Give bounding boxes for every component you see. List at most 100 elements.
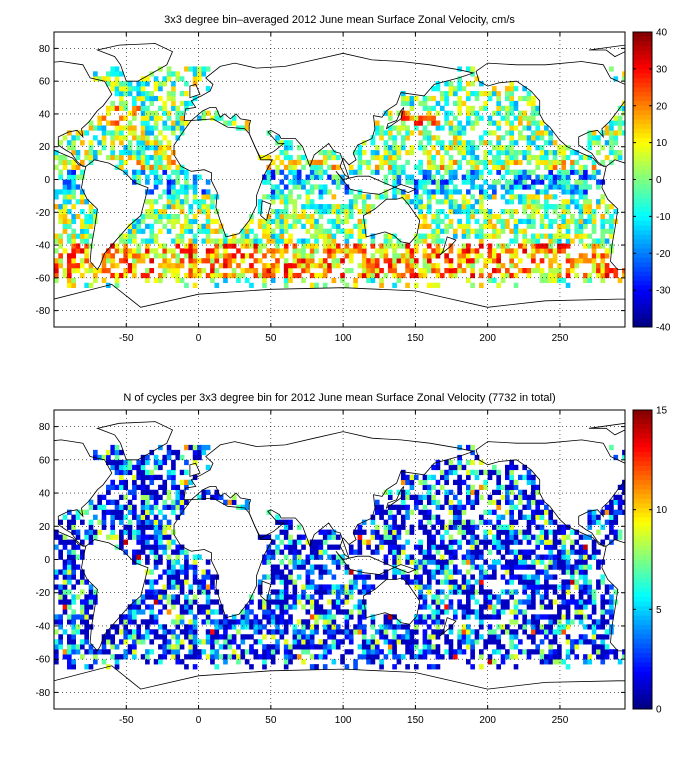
bin-cell <box>301 639 306 644</box>
bin-cell <box>301 209 306 214</box>
bin-cell <box>527 495 532 500</box>
bin-cell <box>527 540 532 545</box>
bin-cell <box>58 639 63 644</box>
bin-cell <box>132 116 137 121</box>
bin-cell <box>501 184 506 189</box>
bin-cell <box>175 550 180 555</box>
bin-cell <box>284 659 289 664</box>
bin-cell <box>509 258 514 263</box>
bin-cell <box>596 530 601 535</box>
bin-cell <box>67 614 72 619</box>
bin-cell <box>206 194 211 199</box>
bin-cell <box>600 229 605 234</box>
bin-cell <box>284 175 289 180</box>
bin-cell <box>132 268 137 273</box>
bin-cell <box>518 130 523 135</box>
bin-cell <box>132 495 137 500</box>
bin-cell <box>119 510 124 515</box>
bin-cell <box>171 634 176 639</box>
bin-cell <box>505 248 510 253</box>
bin-cell <box>596 634 601 639</box>
bin-cell <box>293 219 298 224</box>
bin-cell <box>587 659 592 664</box>
bin-cell <box>175 278 180 283</box>
bin-cell <box>423 550 428 555</box>
bin-cell <box>496 101 501 106</box>
bin-cell <box>262 283 267 288</box>
bin-cell <box>310 629 315 634</box>
bin-cell <box>258 239 263 244</box>
bin-cell <box>397 155 402 160</box>
bin-cell <box>457 644 462 649</box>
bin-cell <box>444 101 449 106</box>
bin-cell <box>457 480 462 485</box>
bin-cell <box>505 155 510 160</box>
bin-cell <box>483 234 488 239</box>
bin-cell <box>470 204 475 209</box>
bin-cell <box>167 594 172 599</box>
bin-cell <box>548 550 553 555</box>
bin-cell <box>522 150 527 155</box>
bin-cell <box>314 209 319 214</box>
bin-cell <box>375 145 380 150</box>
bin-cell <box>197 199 202 204</box>
bin-cell <box>540 273 545 278</box>
bin-cell <box>145 475 150 480</box>
bin-cell <box>462 629 467 634</box>
bin-cell <box>284 199 289 204</box>
bin-cell <box>149 204 154 209</box>
bin-cell <box>93 150 98 155</box>
bin-cell <box>102 505 107 510</box>
bin-cell <box>158 175 163 180</box>
bin-cell <box>622 71 627 76</box>
bin-cell <box>314 243 319 248</box>
bin-cell <box>149 258 154 263</box>
bin-cell <box>227 121 232 126</box>
bin-cell <box>284 165 289 170</box>
colorbar-step <box>633 120 652 125</box>
bin-cell <box>184 273 189 278</box>
bin-cell <box>149 495 154 500</box>
bin-cell <box>466 555 471 560</box>
bin-cell <box>427 170 432 175</box>
bin-cell <box>544 510 549 515</box>
bin-cell <box>609 599 614 604</box>
bin-cell <box>553 659 558 664</box>
bin-cell <box>232 634 237 639</box>
bin-cell <box>488 224 493 229</box>
bin-cell <box>353 243 358 248</box>
bin-cell <box>102 140 107 145</box>
bin-cell <box>548 140 553 145</box>
bin-cell <box>193 253 198 258</box>
bin-cell <box>175 175 180 180</box>
bin-cell <box>548 649 553 654</box>
bin-cell <box>414 624 419 629</box>
bin-cell <box>596 584 601 589</box>
bin-cell <box>340 629 345 634</box>
bin-cell <box>527 96 532 101</box>
bin-cell <box>132 130 137 135</box>
bin-cell <box>123 505 128 510</box>
bin-cell <box>128 644 133 649</box>
bin-cell <box>570 550 575 555</box>
bin-cell <box>548 263 553 268</box>
bin-cell <box>349 614 354 619</box>
bin-cell <box>193 175 198 180</box>
bin-cell <box>67 639 72 644</box>
bin-cell <box>336 258 341 263</box>
bin-cell <box>175 189 180 194</box>
bin-cell <box>206 599 211 604</box>
bin-cell <box>358 273 363 278</box>
bin-cell <box>379 135 384 140</box>
bin-cell <box>522 599 527 604</box>
bin-cell <box>522 229 527 234</box>
bin-cell <box>496 485 501 490</box>
bin-cell <box>201 589 206 594</box>
bin-cell <box>431 219 436 224</box>
bin-cell <box>214 629 219 634</box>
bin-cell <box>115 659 120 664</box>
bin-cell <box>548 510 553 515</box>
bin-cell <box>444 253 449 258</box>
bin-cell <box>314 204 319 209</box>
bin-cell <box>527 91 532 96</box>
